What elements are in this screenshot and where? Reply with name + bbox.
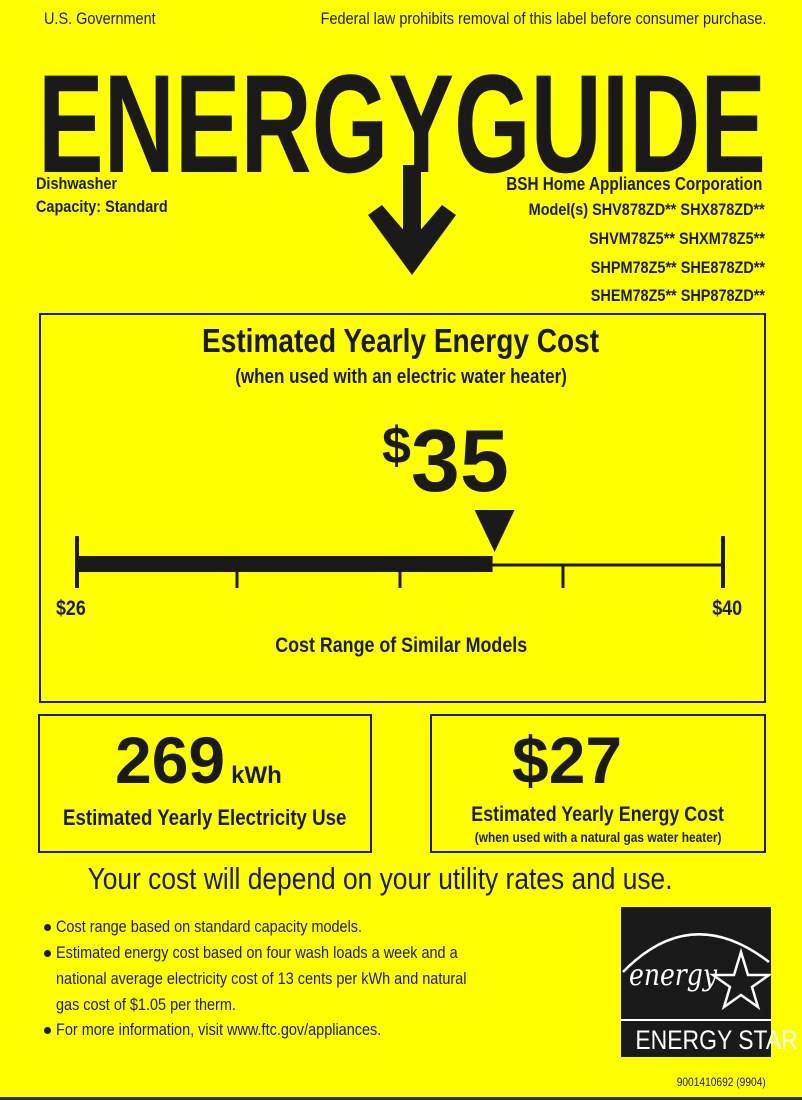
range-min-label: $26	[56, 597, 86, 620]
energy-star-logo: energy ENERGY STAR	[621, 907, 798, 1057]
gas-cost-caption: Estimated Yearly Energy Cost	[471, 803, 725, 826]
electricity-caption: Estimated Yearly Electricity Use	[63, 805, 347, 830]
yearly-cost-panel	[39, 313, 766, 703]
model-line: SHVM78Z5** SHXM78Z5**	[589, 229, 765, 248]
note-item: Cost range based on standard capacity mo…	[44, 914, 416, 940]
energy-star-label: ENERGY STAR	[635, 1025, 798, 1055]
model-line: SHEM78Z5** SHP878ZD**	[590, 286, 765, 305]
cost-marker-triangle	[474, 510, 515, 552]
electricity-use-panel	[38, 714, 372, 853]
manufacturer: BSH Home Appliances Corporation	[505, 174, 762, 194]
cost-amount: 35	[410, 411, 509, 510]
energyguide-logo: ENERGYGUIDE	[38, 45, 766, 275]
cost-bar	[76, 556, 493, 572]
note-item-continued: national average electricity cost of 13 …	[56, 969, 467, 988]
bullet-icon	[44, 924, 51, 931]
gas-cost-value: $27	[512, 723, 623, 797]
yearly-cost-subtitle: (when used with an electric water heater…	[235, 366, 567, 388]
cost-range-scale	[75, 510, 725, 588]
note-item: For more information, visit www.ftc.gov/…	[44, 1017, 439, 1043]
gas-cost-subcaption: (when used with a natural gas water heat…	[474, 829, 722, 845]
note-item: Estimated energy cost based on four wash…	[44, 940, 529, 966]
bullet-icon	[44, 950, 51, 957]
federal-notice: Federal law prohibits removal of this la…	[320, 9, 766, 28]
capacity: Capacity: Standard	[36, 197, 191, 217]
product-type: Dishwasher	[36, 174, 118, 193]
dollar-sign: $	[382, 417, 411, 475]
kwh-unit: kWh	[231, 762, 282, 789]
range-caption: Cost Range of Similar Models	[275, 634, 527, 657]
government-label: U.S. Government	[44, 9, 156, 28]
label-code: 9001410692 (9904)	[676, 1075, 766, 1089]
gas-cost-panel	[430, 714, 766, 853]
svg-text:energy: energy	[629, 958, 718, 993]
capacity-label: Capacity:	[36, 197, 102, 216]
capacity-value: Standard	[105, 197, 168, 216]
yearly-cost-title: Estimated Yearly Energy Cost	[202, 322, 600, 359]
model-line: Model(s) SHV878ZD** SHX878ZD**	[528, 200, 765, 219]
energyguide-title: ENERGYGUIDE	[38, 45, 766, 202]
energy-star-icon: energy	[622, 933, 771, 1011]
disclaimer: Your cost will depend on your utility ra…	[87, 861, 673, 896]
bottom-border	[0, 1097, 802, 1100]
model-line: SHPM78Z5** SHE878ZD**	[590, 258, 765, 277]
kwh-amount: 269	[115, 723, 226, 797]
down-arrow-icon	[368, 165, 456, 275]
range-max-label: $40	[712, 597, 742, 620]
note-item-continued: gas cost of $1.05 per therm.	[56, 995, 236, 1014]
electricity-value: 269 kWh	[115, 722, 282, 798]
yearly-cost-value: $35	[382, 410, 509, 512]
bullet-icon	[44, 1027, 51, 1034]
